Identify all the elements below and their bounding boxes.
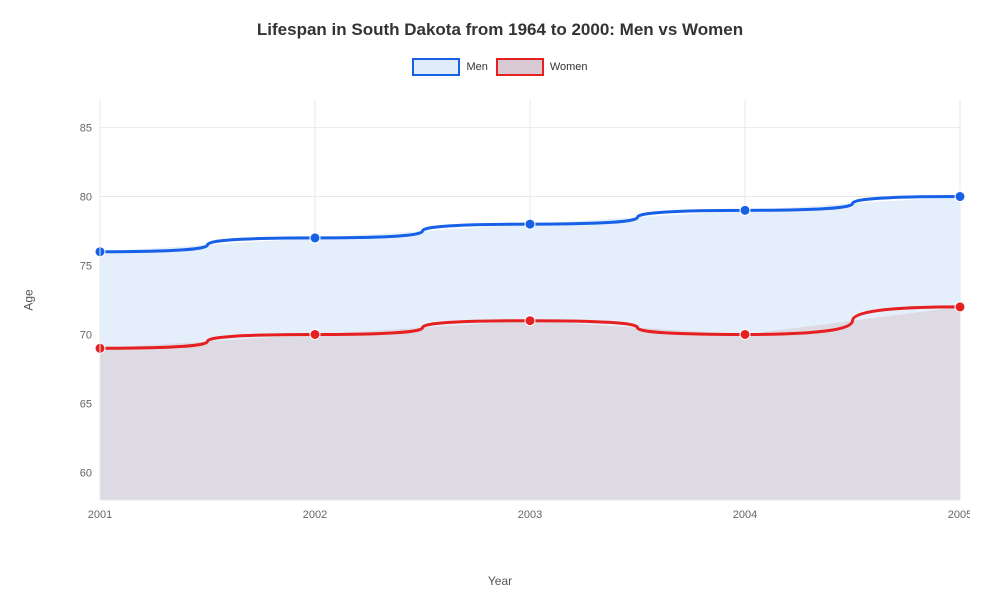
chart-container: Lifespan in South Dakota from 1964 to 20… bbox=[0, 0, 1000, 600]
svg-text:2003: 2003 bbox=[518, 509, 542, 521]
svg-text:2005: 2005 bbox=[948, 509, 970, 521]
legend-label-men: Men bbox=[466, 61, 487, 73]
svg-text:2001: 2001 bbox=[88, 509, 112, 521]
chart-title: Lifespan in South Dakota from 1964 to 20… bbox=[0, 0, 1000, 40]
legend-label-women: Women bbox=[550, 61, 588, 73]
legend-item-women: Women bbox=[496, 58, 588, 76]
svg-text:80: 80 bbox=[80, 192, 92, 204]
plot-svg: 60 65 70 75 80 85 2001 2002 2003 2004 2005 bbox=[70, 95, 970, 530]
svg-text:85: 85 bbox=[80, 123, 92, 135]
svg-text:70: 70 bbox=[80, 329, 92, 341]
legend-item-men: Men bbox=[412, 58, 487, 76]
y-axis-label: Age bbox=[22, 289, 36, 310]
svg-text:65: 65 bbox=[80, 398, 92, 410]
svg-text:2002: 2002 bbox=[303, 509, 327, 521]
x-axis-label: Year bbox=[488, 574, 512, 588]
plot-area: 60 65 70 75 80 85 2001 2002 2003 2004 2005 bbox=[70, 95, 970, 530]
svg-text:75: 75 bbox=[80, 261, 92, 273]
legend-swatch-men bbox=[412, 58, 460, 76]
legend-swatch-women bbox=[496, 58, 544, 76]
svg-text:60: 60 bbox=[80, 467, 92, 479]
svg-text:2004: 2004 bbox=[733, 509, 757, 521]
legend: Men Women bbox=[0, 58, 1000, 76]
